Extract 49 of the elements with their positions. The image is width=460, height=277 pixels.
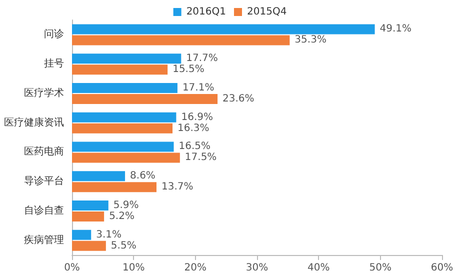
legend-label: 2015Q4 bbox=[247, 6, 287, 18]
bar bbox=[72, 35, 290, 46]
data-label: 13.7% bbox=[161, 182, 194, 193]
bar bbox=[72, 112, 176, 122]
y-tick-label: 医疗学术 bbox=[24, 86, 64, 99]
y-tick-label: 问诊 bbox=[44, 28, 64, 40]
data-label: 5.5% bbox=[110, 240, 136, 252]
x-tick-label: 40% bbox=[308, 262, 330, 274]
data-label: 16.9% bbox=[181, 112, 213, 123]
bar bbox=[72, 171, 126, 182]
bar bbox=[72, 211, 104, 222]
data-label: 16.5% bbox=[178, 141, 211, 152]
data-label: 17.1% bbox=[182, 82, 214, 94]
y-tick-label: 挂号 bbox=[44, 58, 64, 70]
data-label: 8.6% bbox=[130, 170, 156, 182]
x-tick-label: 30% bbox=[246, 262, 268, 274]
data-label: 17.5% bbox=[184, 152, 217, 164]
x-tick-label: 10% bbox=[122, 262, 145, 274]
data-label: 3.1% bbox=[96, 229, 122, 240]
x-tick-label: 0% bbox=[64, 262, 80, 274]
bar bbox=[72, 240, 106, 251]
bar bbox=[72, 123, 173, 134]
data-label: 23.6% bbox=[222, 93, 254, 104]
bar bbox=[72, 200, 108, 210]
bar bbox=[72, 64, 168, 75]
bar bbox=[72, 182, 156, 192]
y-tick-label: 自诊自查 bbox=[24, 204, 64, 216]
y-tick-label: 导诊平台 bbox=[24, 175, 64, 188]
data-label: 16.3% bbox=[178, 122, 210, 134]
bar bbox=[72, 142, 174, 152]
x-tick-label: 20% bbox=[184, 262, 206, 274]
y-tick-label: 医药电商 bbox=[24, 146, 64, 158]
data-label: 5.2% bbox=[109, 210, 134, 222]
legend-label: 2016Q1 bbox=[186, 6, 226, 18]
data-label: 15.5% bbox=[172, 64, 204, 76]
y-tick-label: 医疗健康资讯 bbox=[4, 116, 64, 128]
bar bbox=[72, 24, 375, 34]
x-tick-label: 60% bbox=[430, 262, 454, 274]
x-tick-label: 50% bbox=[369, 262, 392, 274]
bar bbox=[72, 54, 182, 64]
bar bbox=[72, 82, 178, 93]
bar bbox=[72, 152, 180, 163]
data-label: 17.7% bbox=[186, 53, 218, 64]
data-label: 35.3% bbox=[294, 34, 326, 46]
bar bbox=[72, 94, 218, 104]
data-label: 5.9% bbox=[113, 200, 139, 211]
bar bbox=[72, 230, 92, 240]
y-tick-label: 疾病管理 bbox=[24, 234, 64, 246]
data-label: 49.1% bbox=[380, 24, 412, 35]
